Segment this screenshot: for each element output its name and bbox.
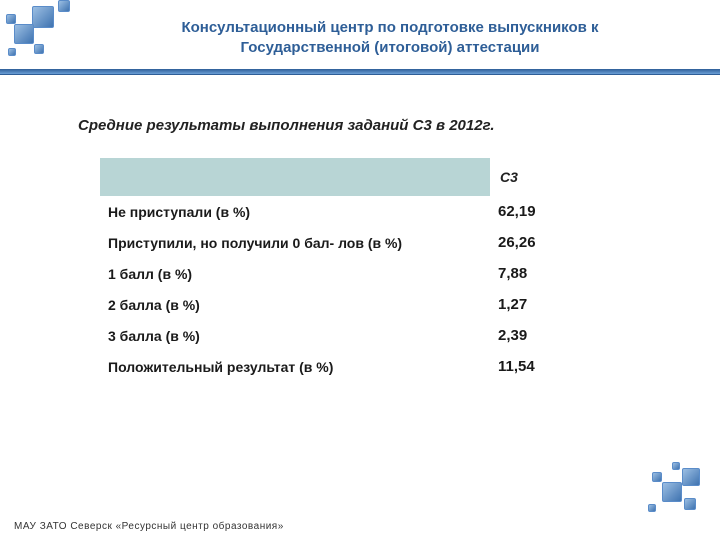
row-value: 62,19 <box>490 196 630 227</box>
row-label: 2 балла (в %) <box>100 289 490 320</box>
header-bar <box>0 69 720 75</box>
corner-decoration-top-left <box>0 0 80 80</box>
table-row: 2 балла (в %) 1,27 <box>100 289 630 320</box>
row-label: 1 балл (в %) <box>100 258 490 289</box>
row-value: 26,26 <box>490 227 630 258</box>
table-header-blank <box>100 158 490 196</box>
row-value: 11,54 <box>490 351 630 382</box>
row-label: 3 балла (в %) <box>100 320 490 351</box>
row-label: Не приступали (в %) <box>100 196 490 227</box>
table-row: 3 балла (в %) 2,39 <box>100 320 630 351</box>
table-header-row: С3 <box>100 158 630 196</box>
row-label: Приступили, но получили 0 бал- лов (в %) <box>100 227 490 258</box>
row-label: Положительный результат (в %) <box>100 351 490 382</box>
table-row: 1 балл (в %) 7,88 <box>100 258 630 289</box>
page-title: Консультационный центр по подготовке вып… <box>120 18 660 57</box>
table-header-c3: С3 <box>490 158 630 196</box>
subtitle: Средние результаты выполнения заданий С3… <box>78 117 720 134</box>
table-row: Положительный результат (в %) 11,54 <box>100 351 630 382</box>
header: Консультационный центр по подготовке вып… <box>0 0 720 63</box>
corner-decoration-bottom-right <box>632 462 712 522</box>
table-row: Не приступали (в %) 62,19 <box>100 196 630 227</box>
row-value: 2,39 <box>490 320 630 351</box>
row-value: 1,27 <box>490 289 630 320</box>
table-row: Приступили, но получили 0 бал- лов (в %)… <box>100 227 630 258</box>
footer-text: МАУ ЗАТО Северск «Ресурсный центр образо… <box>14 521 284 532</box>
row-value: 7,88 <box>490 258 630 289</box>
results-table: С3 Не приступали (в %) 62,19 Приступили,… <box>100 158 630 382</box>
